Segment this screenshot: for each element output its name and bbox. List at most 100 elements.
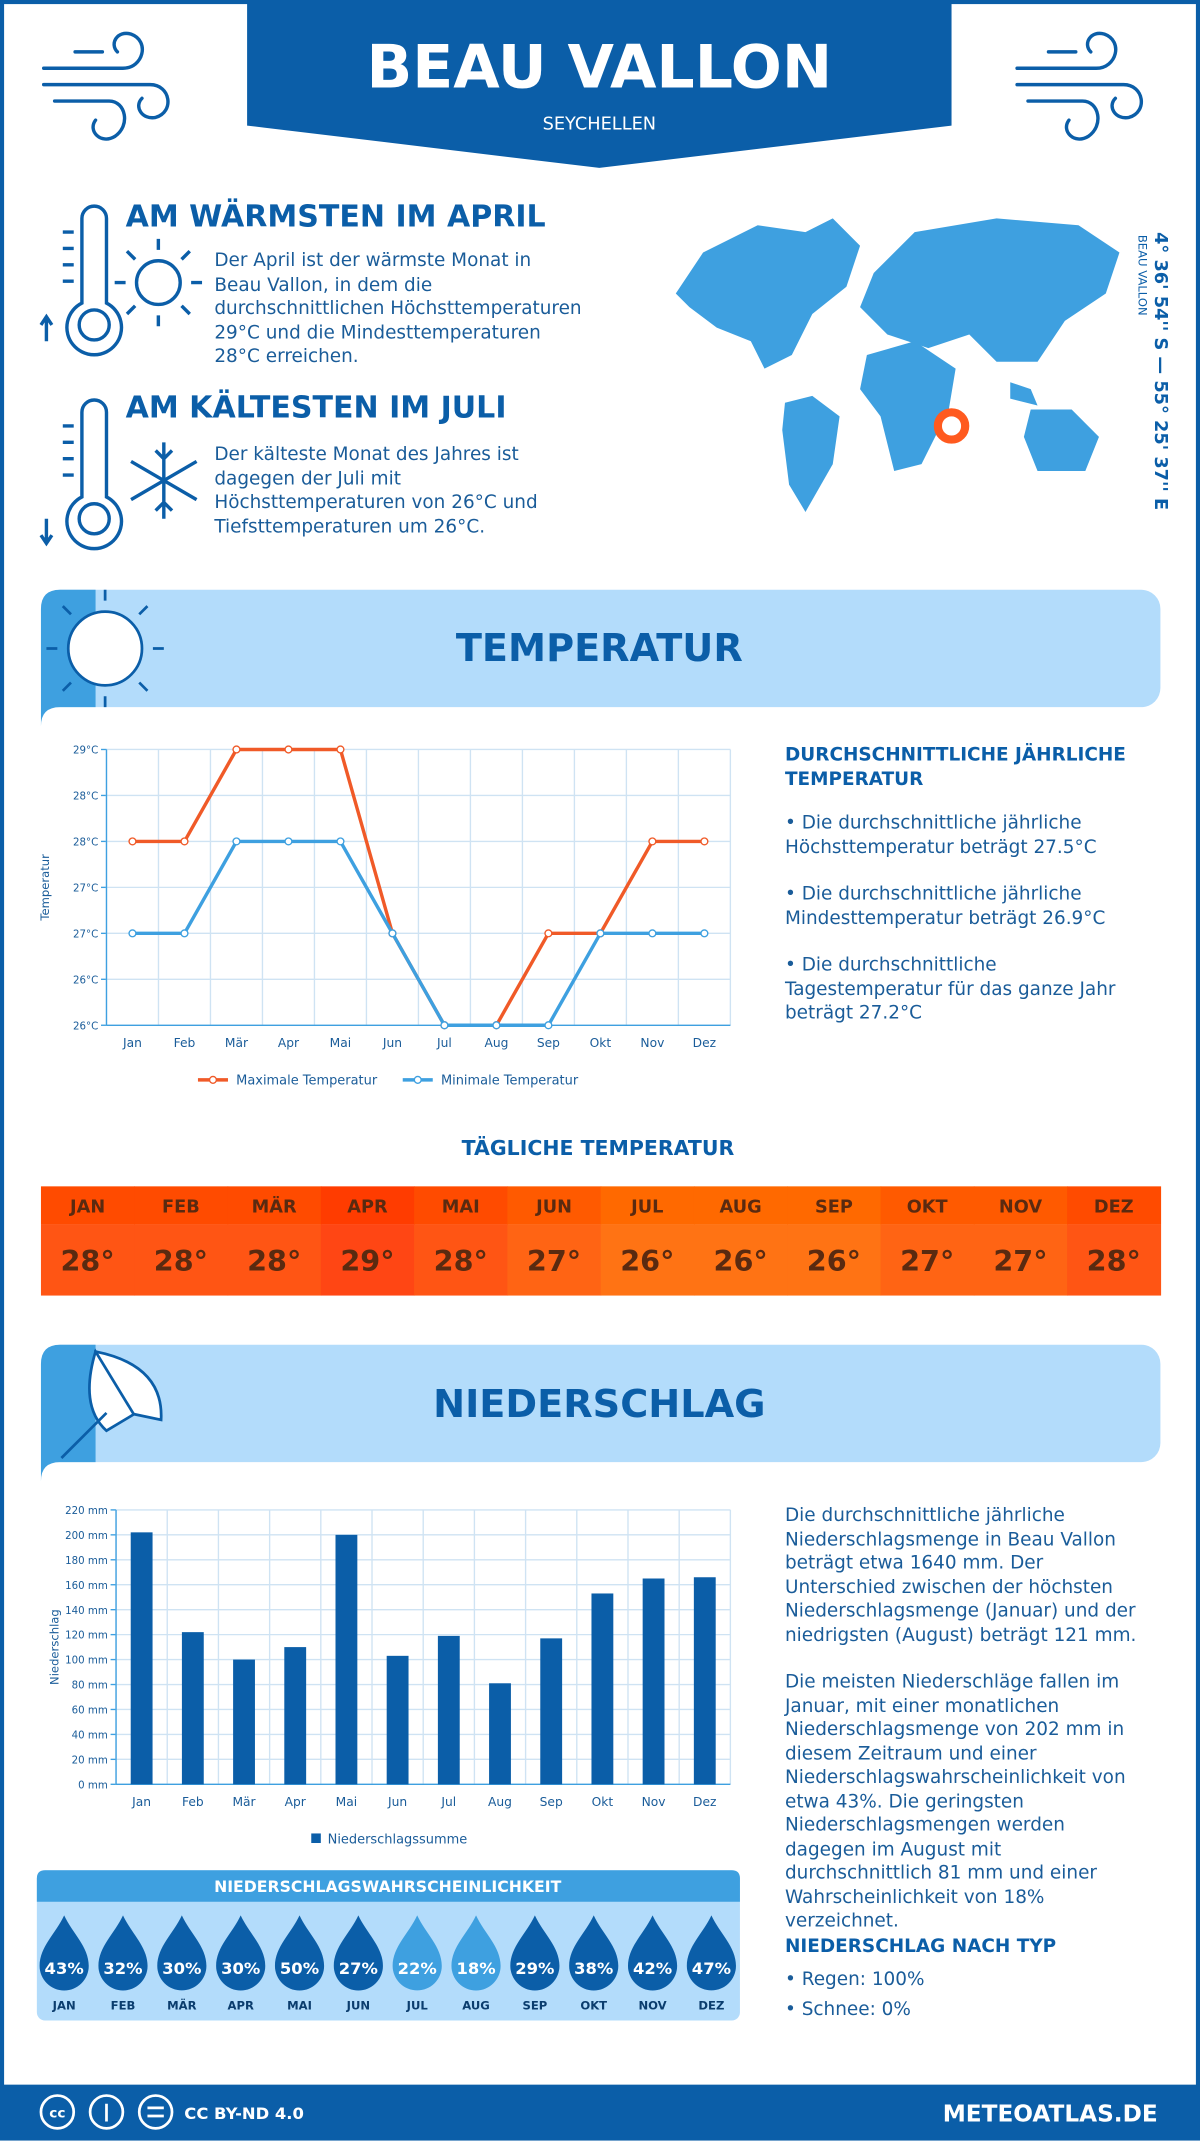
month-label: DEZ: [698, 1999, 724, 2013]
line: [132, 839, 705, 1027]
month-header-cell: [320, 1186, 415, 1225]
coordinates: 4° 36' 54'' S — 55° 25' 37'' E: [1150, 232, 1170, 510]
thermometer-icons: [39, 204, 203, 551]
point: [128, 837, 137, 846]
temperature-cell: [973, 1224, 1068, 1296]
legend-label: Maximale Temperatur: [236, 1074, 378, 1089]
bar: [489, 1683, 511, 1785]
month-label: JUL: [630, 1197, 663, 1217]
bar: [130, 1532, 153, 1785]
month-label: JUN: [346, 1999, 370, 2013]
wind-icon: [41, 31, 1144, 141]
x-tick-label: Mai: [336, 1795, 358, 1809]
y-tick-label: 100 mm: [65, 1656, 108, 1667]
bar: [386, 1655, 409, 1785]
month-label: SEP: [522, 1999, 547, 2013]
x-tick-label: Sep: [537, 1036, 560, 1050]
highlight-title: AM WÄRMSTEN IM APRIL: [125, 200, 546, 235]
point: [700, 929, 709, 938]
point: [232, 745, 241, 754]
probability-drop: [216, 1915, 266, 1991]
x-tick-label: Nov: [640, 1036, 664, 1050]
month-label: JAN: [52, 1999, 76, 2013]
temperature-label: 26°: [714, 1244, 768, 1278]
probability-label: 22%: [398, 1959, 437, 1978]
precipitation-text: Die durchschnittliche jährliche Niedersc…: [784, 1504, 1137, 1646]
x-tick-label: Feb: [182, 1795, 204, 1809]
x-tick-label: Feb: [174, 1036, 196, 1050]
site: METEOATLAS.DE: [943, 2101, 1158, 2128]
month-header-cell: [600, 1186, 695, 1225]
y-tick-label: 28°C: [73, 792, 98, 803]
location-name: BEAU VALLON: [1136, 235, 1150, 316]
bar: [642, 1578, 665, 1785]
temperature-label: 26°: [620, 1244, 674, 1278]
temperature-cell: [507, 1224, 602, 1296]
month-header-cell: [880, 1186, 975, 1225]
legend-swatch: [208, 1075, 218, 1084]
temperature-cell: [320, 1224, 415, 1296]
probability-drop: [333, 1915, 383, 1991]
month-label: JAN: [69, 1197, 105, 1217]
probability-label: 42%: [633, 1959, 672, 1978]
highlight-text: Der April ist der wärmste Monat in Beau …: [214, 249, 582, 368]
probability-label: 32%: [103, 1959, 142, 1978]
probability-title: NIEDERSCHLAGSWAHRSCHEINLICHKEIT: [214, 1877, 562, 1896]
temperature-label: 28°: [60, 1244, 114, 1278]
temperature-banner: [40, 589, 1161, 708]
probability-label: 29%: [515, 1959, 554, 1978]
svg-text:cc: cc: [49, 2105, 65, 2121]
x-tick-label: Apr: [278, 1036, 300, 1050]
probability-label: 47%: [692, 1959, 731, 1978]
bar: [335, 1534, 358, 1785]
temperature-label: 28°: [154, 1244, 208, 1278]
summary-item: • Die durchschnittliche jährliche Höchst…: [784, 812, 1097, 859]
x-tick-label: Okt: [592, 1795, 614, 1809]
y-tick-label: 26°C: [73, 1021, 98, 1032]
temperature-label: 28°: [247, 1244, 301, 1278]
sun-icon: [46, 589, 164, 708]
x-tick-label: Jun: [387, 1795, 407, 1809]
probability-label: 38%: [574, 1959, 613, 1978]
x-tick-label: Jan: [122, 1036, 142, 1050]
x-tick-label: Jul: [436, 1036, 452, 1050]
x-tick-label: Jan: [131, 1795, 151, 1809]
month-label: NOV: [638, 1999, 666, 2013]
month-label: OKT: [907, 1197, 948, 1217]
point: [492, 1021, 501, 1030]
probability-drop: [569, 1915, 619, 1991]
x-tick-label: Jun: [382, 1036, 402, 1050]
point: [128, 929, 137, 938]
temperature-label: 26°: [807, 1244, 861, 1278]
month-label: JUN: [535, 1197, 572, 1217]
y-tick-label: 180 mm: [65, 1556, 108, 1567]
month-label: FEB: [111, 1999, 136, 2013]
y-tick-label: 140 mm: [65, 1606, 108, 1617]
month-label: SEP: [815, 1197, 853, 1217]
month-label: APR: [347, 1197, 388, 1217]
point: [648, 929, 657, 938]
month-label: OKT: [580, 1999, 607, 2013]
month-label: MÄR: [167, 1998, 197, 2013]
month-label: MÄR: [252, 1195, 297, 1217]
probability-label: 18%: [456, 1959, 495, 1978]
point: [544, 929, 553, 938]
precipitation-banner: [40, 1344, 1161, 1463]
x-tick-label: Dez: [693, 1795, 716, 1809]
y-axis-label: Temperatur: [38, 854, 52, 922]
temperature-cell: [40, 1224, 135, 1296]
y-tick-label: 26°C: [73, 975, 98, 986]
bar: [437, 1635, 460, 1785]
section-heading: TEMPERATUR: [456, 627, 743, 671]
type-title: NIEDERSCHLAG NACH TYP: [784, 1935, 1057, 1958]
month-label: MAI: [442, 1197, 480, 1217]
month-label: NOV: [999, 1197, 1042, 1217]
y-tick-label: 28°C: [73, 838, 98, 849]
license: CC BY-ND 4.0: [184, 2104, 304, 2123]
probability-label: 30%: [162, 1959, 201, 1978]
legend-label: Minimale Temperatur: [441, 1074, 579, 1089]
temperature-cell: [600, 1224, 695, 1296]
temperature-cell: [134, 1224, 229, 1296]
